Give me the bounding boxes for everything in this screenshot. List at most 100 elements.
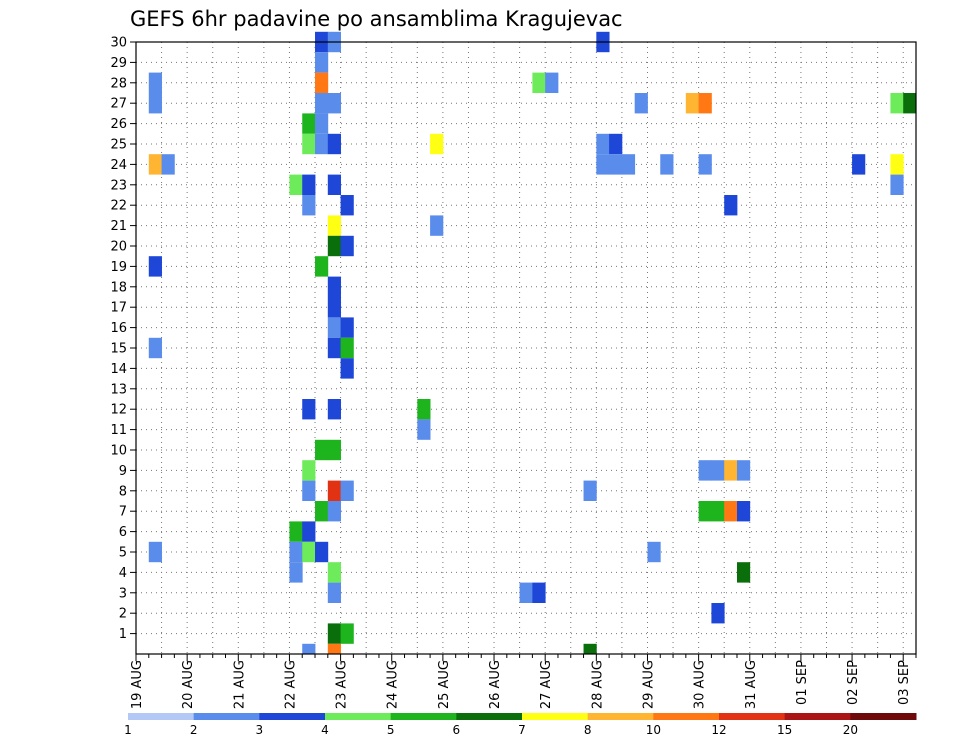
x-tick-label: 24 AUG	[386, 660, 401, 709]
heatmap-cell	[417, 419, 431, 440]
heatmap-cell	[327, 276, 341, 297]
heatmap-cell	[609, 154, 623, 175]
heatmap-cell	[430, 133, 444, 155]
heatmap-cell	[302, 460, 316, 481]
heatmap-cell	[903, 93, 917, 114]
x-tick-label: 31 AUG	[744, 660, 759, 709]
heatmap-cell	[302, 399, 316, 420]
colorbar-segment	[128, 713, 195, 720]
heatmap-cell	[315, 501, 329, 522]
y-tick-label: 23	[110, 178, 127, 193]
heatmap-cell	[545, 72, 559, 93]
heatmap-cell	[340, 358, 354, 379]
heatmap-cell	[698, 460, 712, 481]
heatmap-cell	[647, 541, 661, 563]
heatmap-cell	[711, 460, 725, 481]
heatmap-cell	[711, 603, 725, 624]
heatmap-cell	[621, 154, 636, 175]
heatmap-cell	[327, 480, 341, 501]
colorbar: 1 2 3 4 5 6 7 8 10 12 15 20	[124, 713, 917, 737]
heatmap-cell	[302, 521, 316, 542]
x-tick-label: 25 AUG	[437, 660, 452, 709]
colorbar-segment	[456, 713, 523, 720]
heatmap-cell	[417, 399, 431, 420]
heatmap-cell	[302, 174, 316, 195]
heatmap-cell	[148, 541, 162, 563]
heatmap-cell	[327, 215, 341, 236]
heatmap-cell	[289, 541, 303, 563]
heatmap-cell	[148, 154, 162, 175]
heatmap-cell	[315, 541, 329, 563]
y-tick-label: 11	[110, 423, 127, 438]
heatmap-cell	[315, 113, 329, 134]
heatmap-cell	[634, 93, 648, 114]
heatmap-cell	[532, 582, 546, 603]
heatmap-cell	[340, 480, 354, 501]
heatmap-cell	[711, 501, 725, 522]
colorbar-segment	[390, 713, 457, 720]
y-tick-label: 4	[119, 566, 127, 581]
heatmap-cell	[148, 337, 162, 359]
y-tick-label: 1	[119, 627, 127, 642]
colorbar-segment	[587, 713, 654, 720]
colorbar-segment	[850, 713, 917, 720]
heatmap-cell	[327, 562, 341, 583]
colorbar-label: 5	[387, 723, 395, 737]
heatmap-cell	[289, 562, 303, 583]
colorbar-segment	[719, 713, 786, 720]
x-axis-ticks: 19 AUG 20 AUG 21 AUG 22 AUG 23 AUG 24 AUG 25 A…	[130, 654, 917, 709]
y-tick-label: 16	[110, 321, 127, 336]
colorbar-label: 20	[843, 723, 858, 737]
y-tick-label: 29	[110, 56, 127, 71]
heatmap-cell	[698, 93, 712, 114]
y-tick-label: 2	[119, 607, 127, 622]
heatmap-cell	[315, 133, 329, 155]
heatmap-cell	[609, 133, 623, 155]
heatmap-cell	[890, 154, 904, 175]
heatmap-cell	[340, 337, 354, 359]
heatmap-cell	[327, 133, 341, 155]
colorbar-label: 8	[584, 723, 592, 737]
heatmap-cell	[724, 460, 738, 481]
x-tick-label: 22 AUG	[283, 660, 298, 709]
heatmap-cell	[724, 195, 738, 216]
y-tick-label: 14	[110, 362, 127, 377]
heatmap-cell	[327, 501, 341, 522]
x-tick-label: 01 SEP	[795, 660, 810, 705]
x-tick-label: 20 AUG	[181, 660, 196, 709]
heatmap-cell	[315, 256, 329, 277]
heatmap-cell	[698, 501, 712, 522]
heatmap-cell	[148, 72, 162, 93]
heatmap-cell	[736, 501, 751, 522]
y-tick-label: 8	[119, 484, 127, 499]
y-tick-label: 17	[110, 301, 127, 316]
heatmap-cell	[148, 93, 162, 114]
colorbar-segment	[325, 713, 392, 720]
colorbar-label: 1	[124, 723, 132, 737]
heatmap-cell	[302, 133, 316, 155]
y-tick-label: 22	[110, 199, 127, 214]
heatmap-cell	[327, 93, 341, 114]
heatmap-cell	[327, 582, 341, 603]
colorbar-label: 2	[190, 723, 198, 737]
chart-title: GEFS 6hr padavine po ansamblima Kragujev…	[130, 7, 623, 31]
heatmap-cell	[736, 562, 751, 583]
colorbar-label: 15	[777, 723, 792, 737]
colorbar-label: 6	[453, 723, 461, 737]
y-tick-label: 27	[110, 97, 127, 112]
heatmap-cell	[327, 337, 341, 359]
colorbar-segment	[193, 713, 260, 720]
grid-lines	[136, 41, 916, 654]
heatmap-cell	[289, 174, 303, 195]
heatmap-cell	[327, 439, 341, 461]
y-tick-label: 24	[110, 158, 127, 173]
colorbar-label: 7	[518, 723, 526, 737]
y-tick-label: 5	[119, 546, 127, 561]
heatmap-cell	[340, 317, 354, 338]
heatmap-cell	[660, 154, 674, 175]
y-tick-label: 20	[110, 240, 127, 255]
heatmap-cell	[327, 643, 341, 654]
heatmap-cell	[302, 480, 316, 501]
y-axis-ticks: 1234567891011121314151617181920212223242…	[110, 36, 136, 642]
